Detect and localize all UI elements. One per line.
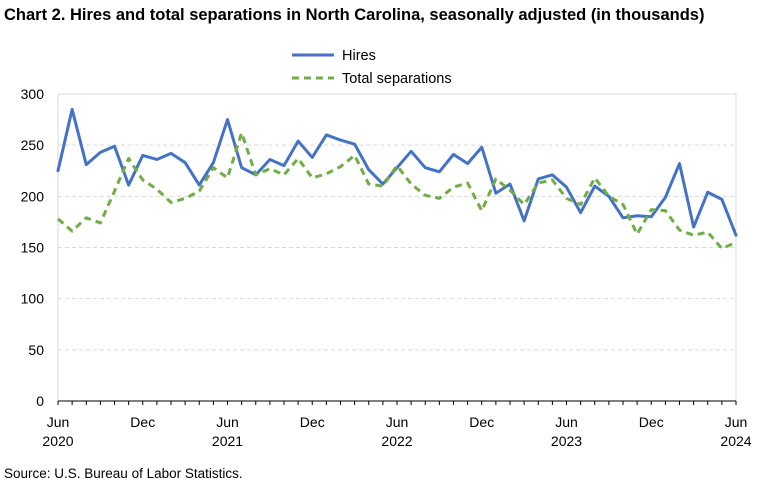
source-note: Source: U.S. Bureau of Labor Statistics. (4, 466, 243, 481)
x-tick-year-label: 2021 (212, 433, 243, 449)
x-axis: Jun 2020 Dec Jun 2021 Dec Jun 2022 Dec Jun 2023 Dec… (42, 400, 752, 449)
x-tick-label: Dec (300, 414, 325, 430)
x-tick-label: Dec (639, 414, 664, 430)
legend: Hires Total separations (292, 48, 452, 87)
x-tick-label: Jun (725, 414, 748, 430)
y-axis-ticks: 0 50 100 150 200 250 300 (21, 86, 45, 409)
series-line-total-separations (57, 131, 737, 251)
series-lines (56, 107, 738, 251)
x-tick-label: Jun (216, 414, 239, 430)
y-tick-label: 150 (21, 240, 45, 256)
y-tick-label: 300 (21, 86, 45, 102)
legend-label: Hires (342, 48, 376, 64)
y-tick-label: 250 (21, 137, 45, 153)
x-tick-label: Dec (130, 414, 155, 430)
x-tick-year-label: 2023 (551, 433, 582, 449)
series-line-hires (56, 107, 738, 237)
y-tick-label: 200 (21, 188, 45, 204)
y-tick-label: 100 (21, 291, 45, 307)
x-tick-year-label: 2020 (42, 433, 73, 449)
x-tick-label: Jun (47, 414, 70, 430)
chart-title: Chart 2. Hires and total separations in … (4, 6, 705, 24)
x-tick-year-label: 2024 (720, 433, 751, 449)
x-tick-label: Dec (469, 414, 494, 430)
x-tick-label: Jun (555, 414, 578, 430)
gridlines (57, 93, 737, 402)
legend-label: Total separations (342, 71, 452, 87)
y-tick-label: 50 (28, 342, 44, 358)
x-tick-label: Jun (386, 414, 409, 430)
x-tick-year-label: 2022 (381, 433, 412, 449)
y-tick-label: 0 (36, 393, 44, 409)
